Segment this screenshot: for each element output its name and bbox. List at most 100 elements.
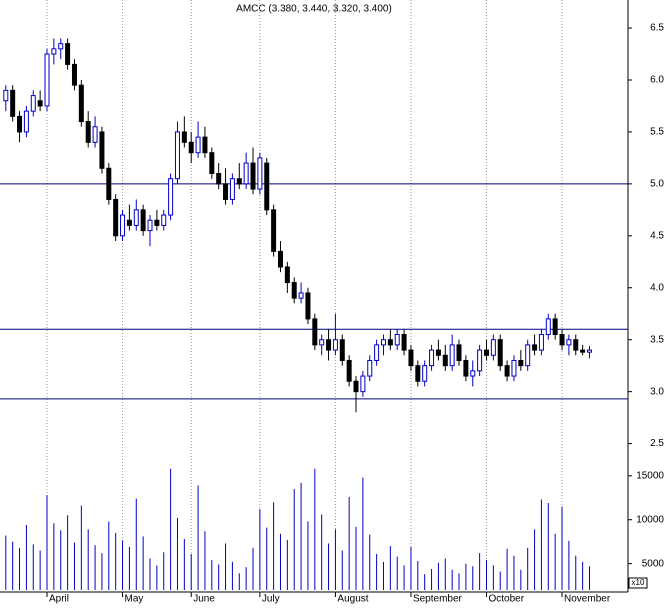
candle-body [284, 266, 290, 284]
candle-body [332, 339, 338, 351]
candle-body [113, 198, 119, 237]
candle-body [195, 136, 201, 154]
volume-tick-label: 10000 [636, 514, 664, 525]
y-tick-label: 4.0 [650, 282, 664, 293]
candle-body [319, 339, 325, 346]
candle-body [408, 349, 414, 367]
candle-body [188, 141, 194, 154]
chart-title: AMCC (3.380, 3.440, 3.320, 3.400) [236, 4, 392, 15]
y-tick-label: 2.5 [650, 438, 664, 449]
candle-body [291, 282, 297, 299]
candle-body [346, 359, 352, 382]
candle-body [545, 318, 551, 335]
candle-body [422, 365, 428, 382]
candle-body [490, 339, 496, 356]
candle-body [23, 110, 29, 133]
x-tick-label: June [193, 594, 215, 604]
candle-body [236, 178, 242, 185]
candle-body [209, 152, 215, 174]
candle-body [511, 359, 517, 377]
candle-body [449, 344, 455, 367]
candle-body [229, 178, 235, 200]
candle-body [154, 219, 160, 226]
candle-body [71, 63, 77, 86]
candle-body [92, 126, 98, 143]
candle-body [566, 339, 572, 346]
candle-body [3, 89, 9, 102]
candle-body [367, 359, 373, 377]
y-tick-label: 3.5 [650, 334, 664, 345]
candle-body [456, 344, 462, 361]
candle-body [216, 172, 222, 185]
y-tick-label: 5.0 [650, 179, 664, 190]
candle-body [223, 183, 229, 200]
candle-body [380, 339, 386, 346]
candle-body [58, 43, 64, 50]
x-tick-label: April [49, 594, 69, 604]
candle-body [140, 209, 146, 232]
candle-body [277, 250, 283, 268]
candle-body [133, 209, 139, 226]
candle-body [120, 214, 126, 237]
candle-body [532, 344, 538, 351]
multiplier-box [628, 577, 648, 589]
candle-body [17, 115, 23, 133]
candle-body [243, 162, 249, 185]
y-tick-label: 4.5 [650, 230, 664, 241]
candle-body [442, 354, 448, 367]
candle-body [202, 136, 208, 154]
candle-body [586, 349, 592, 353]
candle-body [504, 365, 510, 377]
volume-tick-label: 5000 [642, 558, 665, 569]
candle-body [463, 359, 469, 377]
candle-body [401, 333, 407, 351]
candle-body [147, 219, 153, 232]
candle-body [477, 349, 483, 372]
candle-body [394, 333, 400, 346]
candle-body [559, 333, 565, 346]
x-tick-label: September [413, 594, 463, 604]
candle-body [78, 84, 84, 123]
x-tick-label: November [564, 594, 611, 604]
y-tick-label: 6.5 [650, 23, 664, 34]
candle-body [483, 349, 489, 356]
candle-body [174, 131, 180, 180]
candle-body [415, 365, 421, 382]
candle-body [374, 344, 380, 361]
candle-body [37, 100, 43, 107]
candle-body [387, 339, 393, 346]
candle-body [298, 292, 304, 299]
candle-body [435, 349, 441, 356]
candle-body [181, 131, 187, 143]
candle-body [429, 349, 435, 367]
candle-body [30, 95, 36, 112]
candle-body [360, 375, 366, 393]
y-tick-label: 3.0 [650, 386, 664, 397]
candle-body [44, 53, 50, 107]
x-tick-label: August [337, 594, 368, 604]
candle-body [470, 370, 476, 377]
candle-body [168, 178, 174, 216]
candle-body [161, 214, 167, 226]
candle-body [85, 121, 91, 143]
candle-body [250, 162, 256, 190]
candle-body [573, 339, 579, 351]
candle-body [257, 157, 263, 190]
candle-body [264, 162, 270, 211]
candle-body [106, 167, 112, 200]
x-tick-label: May [125, 594, 144, 604]
candle-body [10, 89, 16, 117]
candle-body [326, 339, 332, 351]
y-tick-label: 5.5 [650, 127, 664, 138]
candle-body [538, 333, 544, 351]
y-tick-label: 6.0 [650, 75, 664, 86]
volume-tick-label: 15000 [636, 470, 664, 481]
candle-body [497, 339, 503, 367]
candle-body [552, 318, 558, 335]
candle-body [312, 318, 318, 346]
x-tick-label: October [488, 594, 524, 604]
candle-body [271, 209, 277, 252]
volume-multiplier: x10 [632, 578, 645, 587]
candle-body [525, 344, 531, 367]
